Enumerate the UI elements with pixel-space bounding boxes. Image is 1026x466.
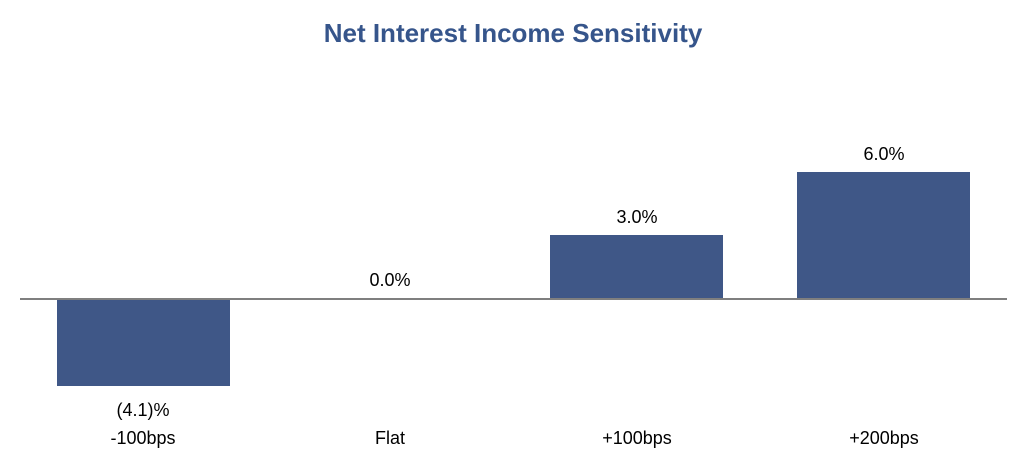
x-axis-tick-label: +100bps	[602, 428, 672, 448]
chart-title: Net Interest Income Sensitivity	[323, 18, 703, 48]
x-axis-tick-label: Flat	[374, 428, 405, 448]
bar	[797, 172, 970, 298]
bar-value-label: 3.0%	[616, 207, 658, 227]
bar-value-label: (4.1)%	[116, 400, 170, 420]
x-axis-line	[20, 298, 1007, 300]
bar	[550, 235, 723, 298]
bar-value-label: 0.0%	[369, 270, 411, 290]
bar	[57, 300, 230, 386]
x-axis-tick-label: -100bps	[110, 428, 176, 448]
x-axis-tick-label: +200bps	[849, 428, 919, 448]
bar-value-label: 6.0%	[863, 144, 905, 164]
